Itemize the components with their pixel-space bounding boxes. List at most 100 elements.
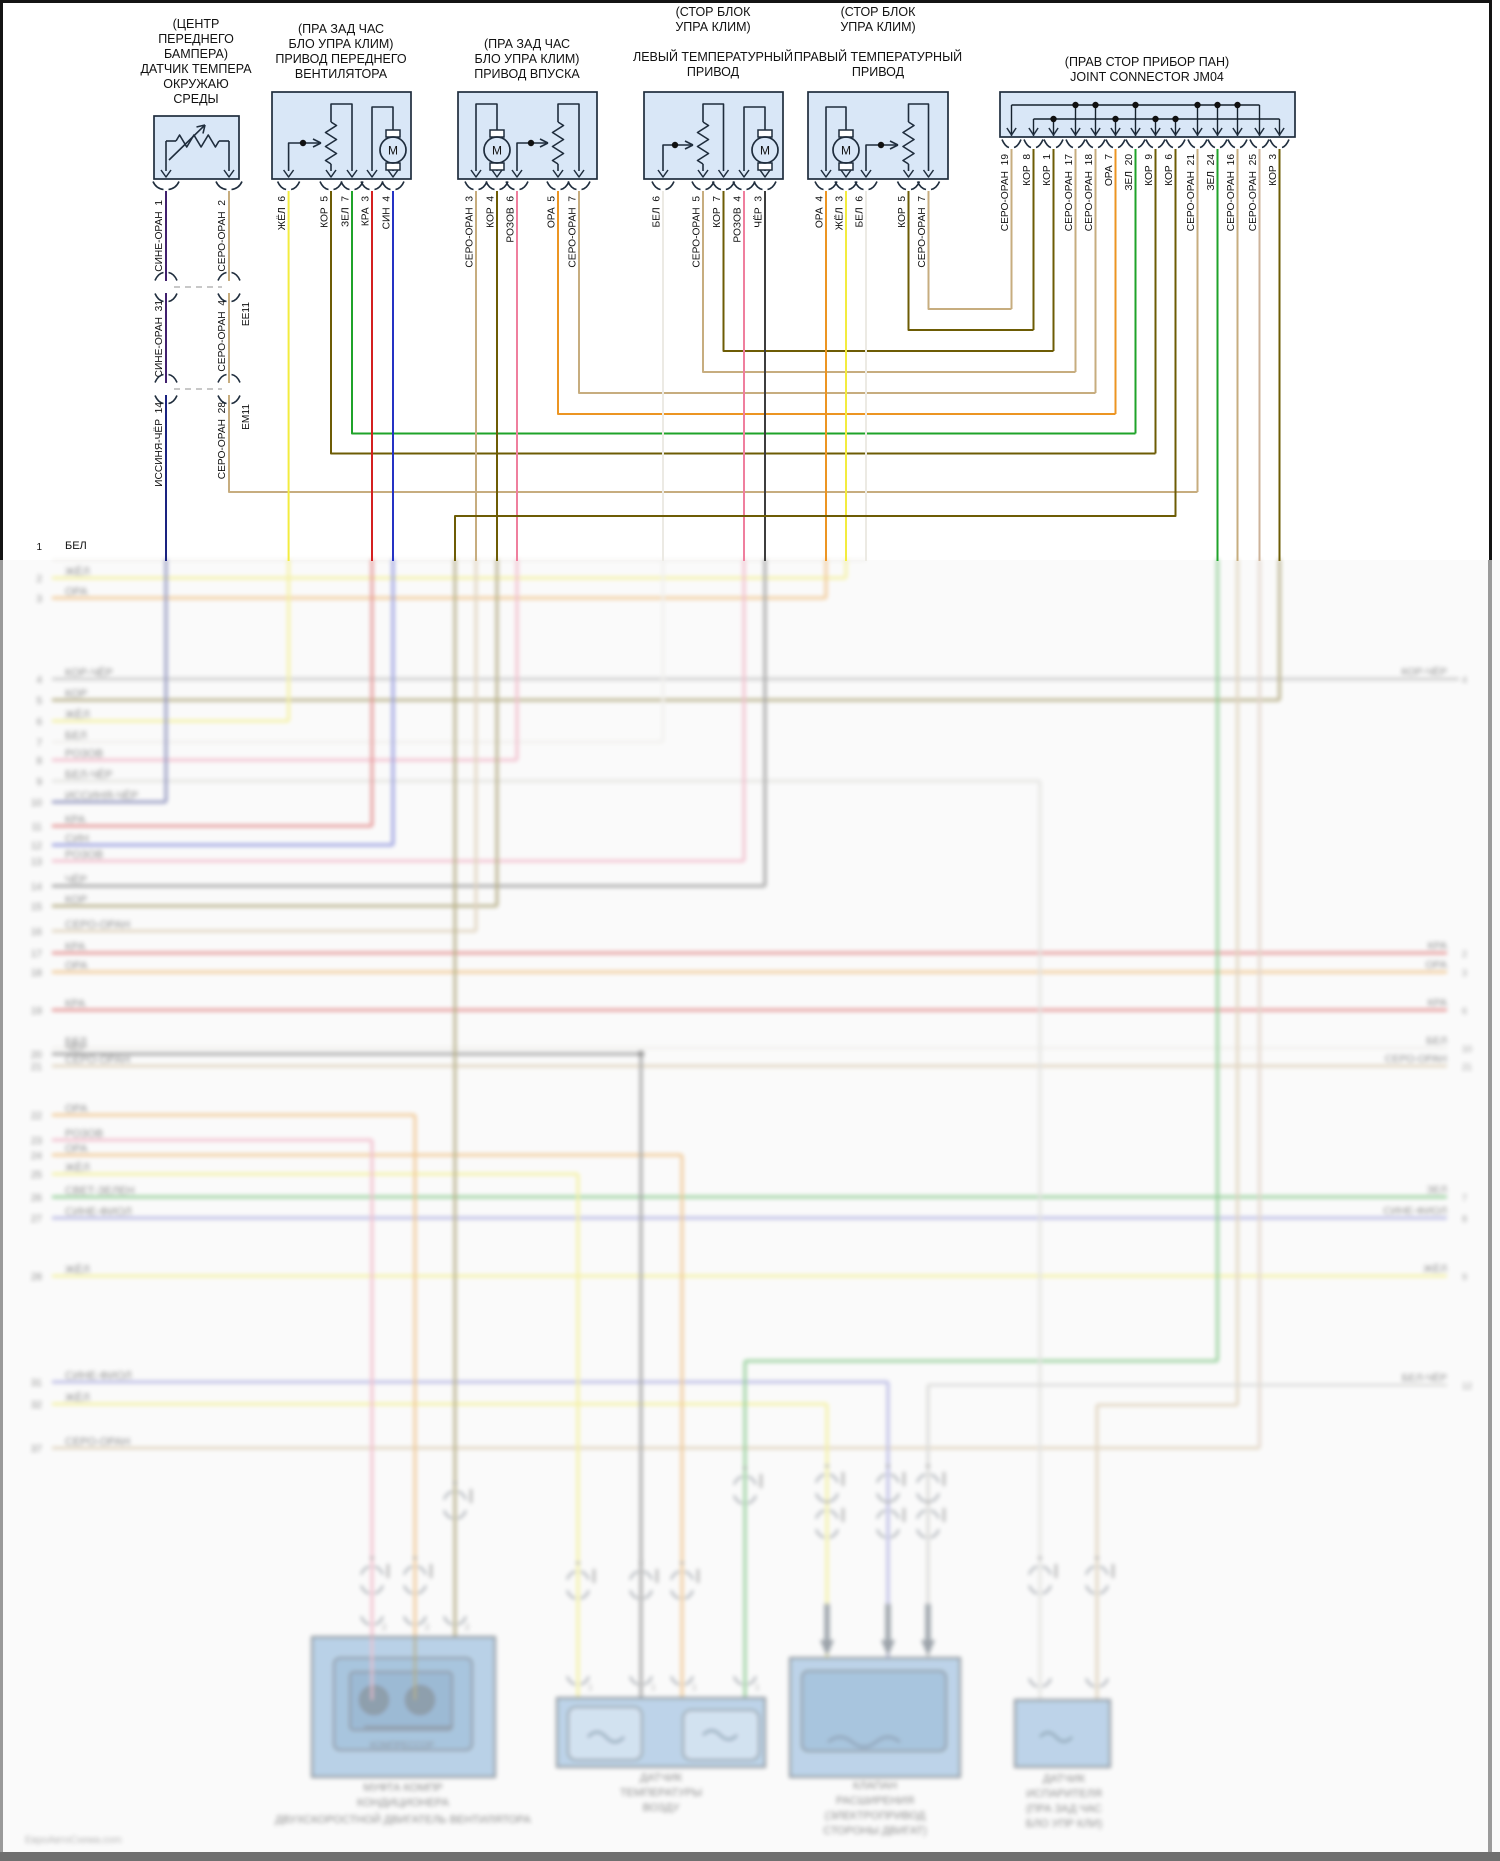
svg-text:ОКРУЖАЮ: ОКРУЖАЮ (163, 77, 229, 91)
svg-text:СЕРО-ОРАН 18: СЕРО-ОРАН 18 (1084, 154, 1095, 232)
svg-text:21: 21 (1462, 1062, 1472, 1072)
svg-text:ПРИВОД: ПРИВОД (687, 65, 740, 79)
svg-text:2: 2 (425, 1623, 430, 1632)
svg-text:СЕРО-ОРАН 17: СЕРО-ОРАН 17 (1064, 154, 1075, 232)
svg-text:ИСПАРИТЕЛЯ: ИСПАРИТЕЛЯ (1026, 1788, 1102, 1800)
svg-text:14: 14 (31, 882, 43, 893)
svg-text:СЕРО-ОРАН: СЕРО-ОРАН (65, 1054, 130, 1066)
svg-text:КОР 5: КОР 5 (320, 196, 331, 228)
svg-text:СРЕДЫ: СРЕДЫ (173, 92, 218, 106)
svg-text:ОРА: ОРА (65, 1143, 88, 1155)
svg-text:КОР 7: КОР 7 (712, 196, 723, 228)
svg-text:КОР 6: КОР 6 (1164, 154, 1175, 186)
svg-text:СЕРО-ОРАН: СЕРО-ОРАН (1385, 1053, 1447, 1065)
svg-text:ЧЁР: ЧЁР (65, 1042, 87, 1054)
svg-text:СЕРО-ОРАН 2: СЕРО-ОРАН 2 (217, 200, 228, 272)
svg-text:12: 12 (31, 841, 43, 852)
svg-text:СЕРО-ОРАН 7: СЕРО-ОРАН 7 (917, 196, 928, 268)
svg-text:ОРА: ОРА (65, 1103, 88, 1115)
svg-text:(ПРАВ СТОР ПРИБОР ПАН): (ПРАВ СТОР ПРИБОР ПАН) (1065, 55, 1229, 69)
svg-text:27: 27 (31, 1214, 43, 1225)
svg-text:КОР-ЧЁР: КОР-ЧЁР (65, 667, 113, 679)
svg-text:ОРА 7: ОРА 7 (1104, 154, 1115, 186)
svg-text:СЕРО-ОРАН 19: СЕРО-ОРАН 19 (1000, 154, 1011, 232)
svg-text:КОР 3: КОР 3 (1268, 154, 1279, 186)
svg-text:15: 15 (31, 902, 43, 913)
svg-text:ЧЁР 3: ЧЁР 3 (753, 196, 765, 228)
svg-text:3: 3 (1462, 968, 1467, 978)
svg-text:10: 10 (31, 798, 43, 809)
svg-text:ЖЁЛ: ЖЁЛ (65, 1392, 90, 1404)
svg-text:2: 2 (36, 574, 42, 585)
svg-text:СВЕТ-ЗЕЛЕН: СВЕТ-ЗЕЛЕН (65, 1185, 135, 1197)
svg-text:(ПРА ЗАД ЧАС: (ПРА ЗАД ЧАС (1026, 1803, 1102, 1815)
svg-text:ЕЕ11: ЕЕ11 (241, 302, 252, 326)
svg-text:2: 2 (382, 1623, 387, 1632)
svg-text:25: 25 (31, 1170, 43, 1181)
svg-text:ЗЕЛ: ЗЕЛ (1427, 1184, 1447, 1196)
svg-text:КРА: КРА (65, 998, 86, 1010)
svg-text:КРА: КРА (1428, 940, 1447, 952)
svg-text:ПРИВОД: ПРИВОД (852, 65, 905, 79)
svg-text:(ЦЕНТР: (ЦЕНТР (173, 17, 220, 31)
svg-text:РАСШИРЕНИЯ: РАСШИРЕНИЯ (836, 1795, 914, 1807)
svg-text:ДАТЧИК: ДАТЧИК (1043, 1773, 1086, 1785)
svg-text:ЖЁЛ 3: ЖЁЛ 3 (834, 196, 846, 231)
svg-text:КЛАПАН: КЛАПАН (853, 1780, 897, 1792)
svg-text:31: 31 (31, 1378, 43, 1389)
svg-text:9: 9 (1462, 1272, 1467, 1282)
svg-text:КРА: КРА (65, 814, 86, 826)
svg-text:ЖЁЛ: ЖЁЛ (65, 709, 90, 721)
svg-text:9: 9 (36, 777, 42, 788)
svg-text:37: 37 (31, 1444, 43, 1455)
svg-text:16: 16 (31, 927, 43, 938)
svg-text:6: 6 (36, 717, 42, 728)
svg-text:БЕЛ 6: БЕЛ 6 (652, 196, 663, 228)
svg-text:ОРА: ОРА (1426, 959, 1447, 971)
svg-text:ДАТЧИК: ДАТЧИК (640, 1772, 683, 1784)
svg-text:ПРИВОД ВПУСКА: ПРИВОД ВПУСКА (474, 67, 580, 81)
svg-text:5: 5 (36, 696, 42, 707)
svg-text:20: 20 (31, 1050, 43, 1061)
svg-text:СИНЕ-ОРАН 1: СИНЕ-ОРАН 1 (154, 200, 165, 272)
svg-text:М: М (492, 144, 502, 158)
svg-text:БЕЛ: БЕЛ (1426, 1035, 1447, 1047)
svg-text:1: 1 (36, 542, 42, 553)
svg-text:(ПРА ЗАД ЧАС: (ПРА ЗАД ЧАС (484, 37, 570, 51)
svg-text:МУФТА КОМПР: МУФТА КОМПР (363, 1782, 443, 1794)
svg-text:РОЗОВ 6: РОЗОВ 6 (506, 196, 517, 243)
svg-text:17: 17 (31, 949, 43, 960)
svg-text:10: 10 (1462, 1044, 1472, 1054)
svg-text:КОМПРЕССОР: КОМПРЕССОР (370, 1740, 434, 1750)
svg-text:БЛО УПРА КЛИМ): БЛО УПРА КЛИМ) (475, 52, 580, 66)
svg-text:13: 13 (31, 857, 43, 868)
svg-text:ИССИНЯ-ЧЁР: ИССИНЯ-ЧЁР (65, 790, 138, 802)
svg-text:КРА: КРА (65, 941, 86, 953)
svg-text:3: 3 (36, 594, 42, 605)
svg-text:ОРА: ОРА (65, 586, 88, 598)
svg-text:СЕРО-ОРАН 5: СЕРО-ОРАН 5 (692, 196, 703, 268)
svg-text:БЕЛ-ЧЁР: БЕЛ-ЧЁР (1402, 1372, 1447, 1384)
svg-text:ОРА 5: ОРА 5 (547, 196, 558, 228)
svg-text:СЕРО-ОРАН 28: СЕРО-ОРАН 28 (217, 402, 228, 480)
svg-text:УПРА КЛИМ): УПРА КЛИМ) (840, 20, 915, 34)
svg-text:РОЗОВ: РОЗОВ (65, 1128, 103, 1140)
svg-text:1: 1 (651, 1683, 656, 1692)
svg-text:СИН: СИН (65, 833, 89, 845)
svg-text:СЕРО-ОРАН 16: СЕРО-ОРАН 16 (1226, 154, 1237, 232)
svg-text:КОР 8: КОР 8 (1022, 154, 1033, 186)
svg-text:ЕМ11: ЕМ11 (241, 404, 252, 430)
svg-text:ПРАВЫЙ ТЕМПЕРАТУРНЫЙ: ПРАВЫЙ ТЕМПЕРАТУРНЫЙ (794, 49, 962, 64)
svg-text:БЕЛ 6: БЕЛ 6 (855, 196, 866, 228)
svg-text:26: 26 (31, 1193, 43, 1204)
svg-text:4: 4 (1462, 675, 1467, 685)
svg-text:СЕРО-ОРАН 3: СЕРО-ОРАН 3 (465, 196, 476, 268)
svg-text:ТЕМПЕРАТУРЫ: ТЕМПЕРАТУРЫ (620, 1787, 702, 1799)
svg-text:23: 23 (31, 1136, 43, 1147)
svg-text:КОР 1: КОР 1 (1042, 154, 1053, 186)
svg-text:24: 24 (31, 1151, 43, 1162)
svg-text:ВЕНТИЛЯТОРА: ВЕНТИЛЯТОРА (295, 67, 388, 81)
svg-text:ЕвроАвтоСхема.com: ЕвроАвтоСхема.com (25, 1835, 122, 1846)
svg-text:КОР-ЧЁР: КОР-ЧЁР (1401, 666, 1447, 678)
svg-text:ЗЕЛ 24: ЗЕЛ 24 (1206, 154, 1217, 191)
